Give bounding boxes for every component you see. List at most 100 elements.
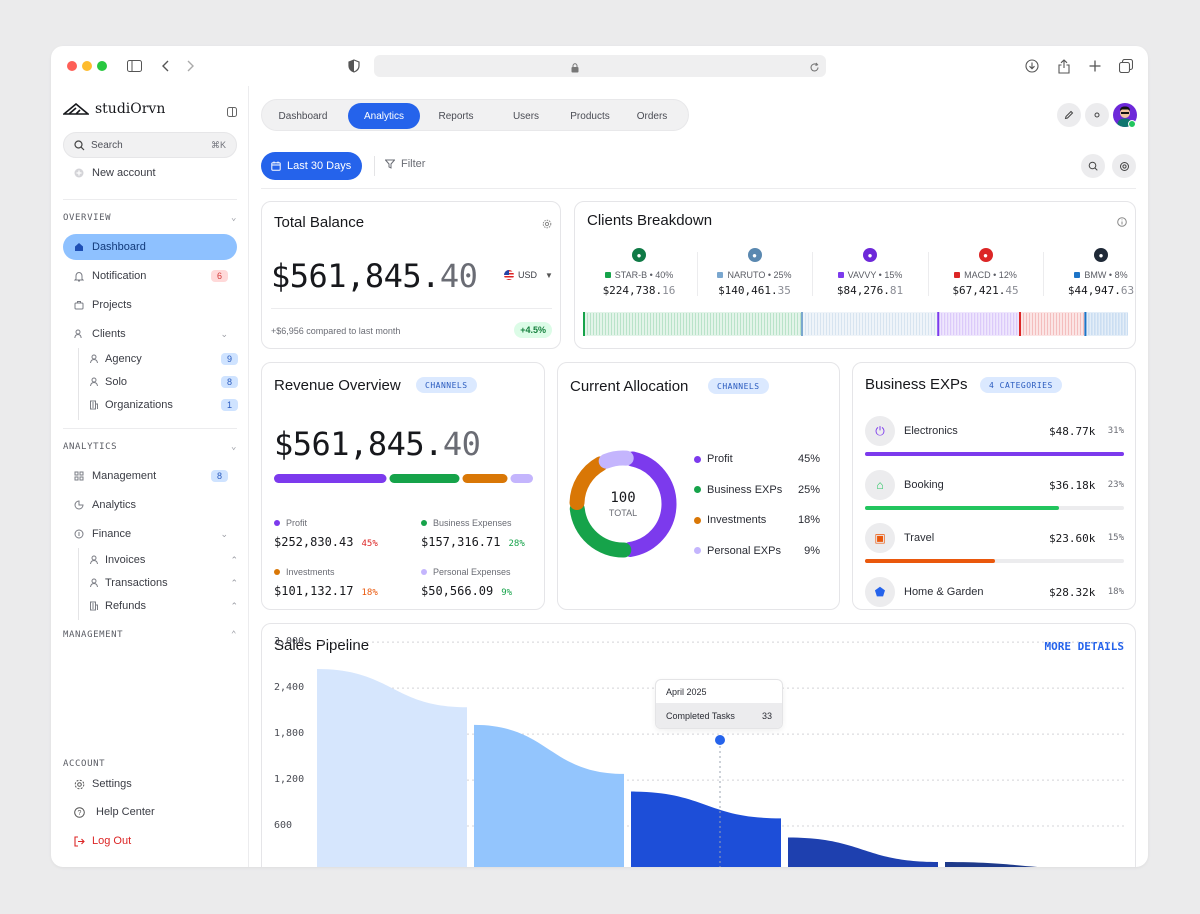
- revenue-item: Investments $101,132.17 18%: [274, 567, 414, 598]
- shield-icon[interactable]: [344, 56, 364, 76]
- account-section-header: ACCOUNT: [63, 759, 237, 769]
- tab-dashboard[interactable]: Dashboard: [267, 103, 339, 129]
- tab-products[interactable]: Products: [558, 103, 622, 129]
- y-tick-label: 600: [274, 820, 293, 832]
- tab-reports[interactable]: Reports: [422, 103, 490, 129]
- analytics-section-header[interactable]: ANALYTICS ⌄: [63, 442, 237, 452]
- sidebar-item-settings[interactable]: Settings: [63, 771, 237, 797]
- sidebar-item-label: Dashboard: [92, 241, 146, 253]
- sidebar-item-finance[interactable]: Finance ⌄: [63, 521, 237, 547]
- expense-progress-bar: [865, 452, 1124, 456]
- tab-analytics[interactable]: Analytics: [348, 103, 420, 129]
- maximize-window-dot[interactable]: [97, 61, 107, 71]
- chevron-down-icon: ⌄: [220, 528, 228, 539]
- revenue-item-label: Personal Expenses: [433, 567, 511, 577]
- legend-swatch: [837, 272, 844, 278]
- share-icon[interactable]: [1054, 56, 1074, 76]
- main-tabs: Dashboard Analytics Reports Users Produc…: [261, 99, 689, 131]
- filter-button[interactable]: Filter: [385, 158, 425, 170]
- clients-breakdown-card: Clients Breakdown ● STAR-B • 40% $224,738.…: [574, 201, 1136, 349]
- sidebar-subitem-solo[interactable]: Solo 8: [88, 371, 238, 393]
- sidebar-item-help-center[interactable]: ? Help Center: [63, 799, 237, 825]
- tab-users[interactable]: Users: [494, 103, 558, 129]
- back-icon[interactable]: [156, 56, 176, 76]
- sidebar-toggle-icon[interactable]: [124, 56, 144, 76]
- sidebar-item-label: Clients: [92, 328, 126, 340]
- expense-progress-fill: [865, 452, 1124, 456]
- client-item[interactable]: ● VAVVY • 15% $84,276.81: [815, 248, 925, 297]
- sidebar-item-notification[interactable]: Notification 6: [63, 263, 237, 289]
- info-icon[interactable]: [1117, 214, 1127, 232]
- legend-dot: [694, 547, 701, 554]
- sidebar-item-management[interactable]: Management 8: [63, 463, 237, 489]
- expense-progress-bar: [865, 559, 1124, 563]
- client-item[interactable]: ● NARUTO • 25% $140,461.35: [700, 248, 810, 297]
- new-account-button[interactable]: New account: [63, 160, 237, 186]
- legend-swatch: [1074, 272, 1081, 278]
- expense-percent: 18%: [1107, 586, 1124, 597]
- sidebar-item-label: Finance: [92, 528, 132, 540]
- settings-button[interactable]: [1112, 154, 1136, 178]
- new-tab-icon[interactable]: [1085, 56, 1105, 76]
- sidebar-subitem-organizations[interactable]: Organizations 1: [88, 394, 238, 416]
- channels-pill[interactable]: CHANNELS: [416, 377, 477, 393]
- avatar[interactable]: [1113, 103, 1137, 127]
- pipeline-stage-area: [317, 668, 467, 867]
- revenue-item-percent: 28%: [508, 539, 525, 549]
- tab-label: Dashboard: [278, 110, 328, 122]
- client-item[interactable]: ● MACD • 12% $67,421.45: [931, 248, 1041, 297]
- sidebar-subitem-refunds[interactable]: Refunds ⌃: [88, 595, 238, 617]
- sidebar-item-log-out[interactable]: Log Out: [63, 828, 237, 854]
- current-allocation-card: Current Allocation CHANNELS 100 TOTAL Pr…: [557, 362, 840, 610]
- reload-icon[interactable]: [809, 60, 820, 78]
- minimize-window-dot[interactable]: [82, 61, 92, 71]
- sidebar-subitem-invoices[interactable]: Invoices ⌃: [88, 549, 238, 571]
- expense-percent: 31%: [1107, 426, 1124, 436]
- brand-logo[interactable]: studiOrvn: [63, 101, 165, 117]
- visibility-toggle-icon[interactable]: [542, 216, 552, 234]
- tab-label: Products: [570, 110, 610, 122]
- date-range-button[interactable]: Last 30 Days: [261, 152, 362, 180]
- bank-icon: ⌂: [865, 469, 895, 500]
- amount-decimal: 40: [439, 257, 478, 295]
- client-item[interactable]: ● BMW • 8% $44,947.63: [1046, 248, 1148, 297]
- channels-pill[interactable]: CHANNELS: [708, 378, 769, 394]
- currency-label: USD: [518, 270, 538, 280]
- close-window-dot[interactable]: [67, 61, 77, 71]
- chart-tooltip: April 2025 Completed Tasks 33: [655, 679, 783, 729]
- categories-pill[interactable]: 4 CATEGORIES: [980, 377, 1062, 393]
- theme-toggle-button[interactable]: [1085, 103, 1109, 127]
- forward-icon[interactable]: [180, 56, 200, 76]
- search-input[interactable]: Search ⌘K: [63, 132, 237, 158]
- search-button[interactable]: [1081, 154, 1105, 178]
- mcdonalds-logo-icon: ●: [978, 248, 993, 262]
- hover-point[interactable]: [715, 735, 725, 745]
- sidebar-item-analytics[interactable]: Analytics: [63, 492, 237, 518]
- card-title: Total Balance: [274, 214, 365, 231]
- tab-overview-icon[interactable]: [1116, 56, 1136, 76]
- client-name: NARUTO • 25%: [727, 270, 792, 280]
- sidebar-item-clients[interactable]: Clients ⌄: [63, 321, 237, 347]
- management-section-header[interactable]: MANAGEMENT ⌃: [63, 630, 237, 640]
- more-details-link[interactable]: MORE DETAILS: [1044, 640, 1124, 653]
- allocation-donut-chart: [569, 450, 677, 558]
- client-item[interactable]: ● STAR-B • 40% $224,738.16: [584, 248, 694, 297]
- sidebar-item-projects[interactable]: Projects: [63, 292, 237, 318]
- sidebar-subitem-transactions[interactable]: Transactions ⌃: [88, 572, 238, 594]
- address-bar[interactable]: [374, 55, 826, 77]
- overview-section-header[interactable]: OVERVIEW ⌄: [63, 213, 237, 223]
- coin-icon: [72, 529, 86, 539]
- revenue-item-label: Business Expenses: [433, 518, 512, 528]
- tab-orders[interactable]: Orders: [622, 103, 682, 129]
- sidebar-subitem-agency[interactable]: Agency 9: [88, 348, 238, 370]
- client-amount: $67,421.45: [952, 284, 1019, 297]
- download-icon[interactable]: [1022, 56, 1042, 76]
- brand-mark-icon: [63, 103, 89, 115]
- currency-select[interactable]: USD ▼: [504, 270, 553, 280]
- sidebar-item-dashboard[interactable]: Dashboard: [63, 234, 237, 260]
- client-label: STAR-B • 40%: [584, 270, 694, 280]
- collapse-sidebar-icon[interactable]: [227, 104, 237, 122]
- allocation-percent: 9%: [804, 544, 820, 557]
- sidebar-subitem-label: Refunds: [105, 600, 146, 612]
- edit-button[interactable]: [1057, 103, 1081, 127]
